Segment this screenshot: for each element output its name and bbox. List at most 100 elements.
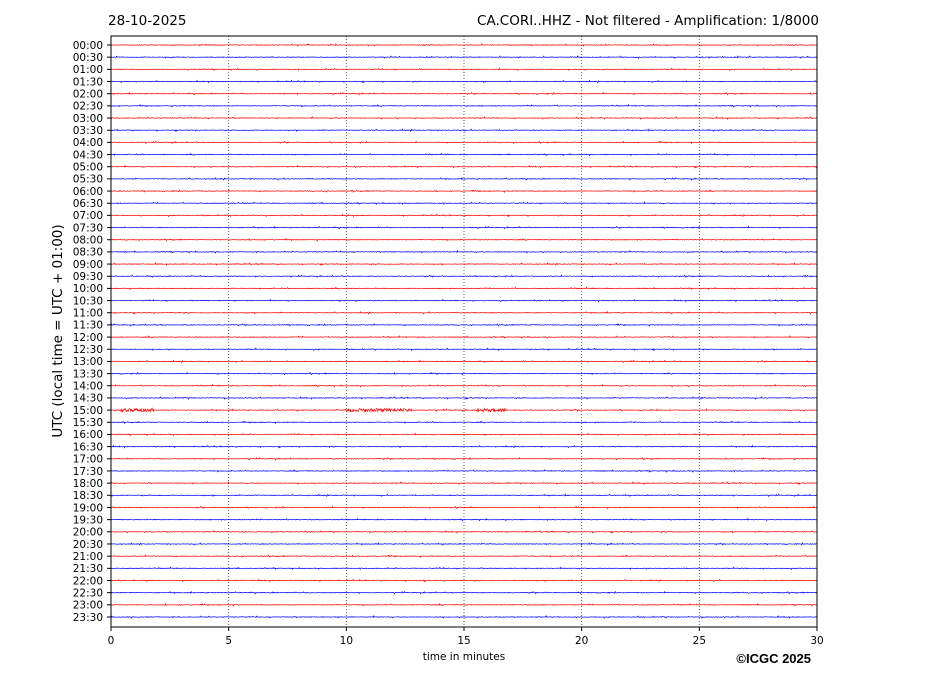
trace-0600 xyxy=(110,189,818,193)
trace-1200 xyxy=(110,335,818,339)
trace-1400 xyxy=(110,383,818,388)
x-tick-label: 5 xyxy=(225,635,232,647)
y-tick-label: 05:30 xyxy=(73,174,103,186)
x-tick-label: 10 xyxy=(340,635,353,647)
y-tick-label: 13:00 xyxy=(73,356,103,368)
y-tick-label: 00:00 xyxy=(73,40,103,52)
y-tick-label: 15:30 xyxy=(73,417,103,429)
trace-1900 xyxy=(110,505,818,510)
trace-1130 xyxy=(110,322,818,327)
y-tick-label: 02:00 xyxy=(73,88,103,100)
trace-2000 xyxy=(110,529,818,534)
y-tick-label: 10:00 xyxy=(73,283,103,295)
y-tick-label: 20:30 xyxy=(73,539,103,551)
x-axis: 0 5 10 15 20 25 30 xyxy=(108,627,824,647)
trace-1700 xyxy=(110,456,818,461)
y-tick-label: 07:30 xyxy=(73,222,103,234)
plot-frame xyxy=(110,35,818,628)
trace-0500 xyxy=(110,164,818,169)
trace-2130 xyxy=(110,566,818,571)
y-tick-label: 16:30 xyxy=(73,441,103,453)
y-tick-label: 16:00 xyxy=(73,429,103,441)
trace-0730 xyxy=(110,225,818,230)
trace-0130 xyxy=(110,79,818,84)
trace-0930 xyxy=(110,274,818,279)
trace-0000 xyxy=(110,43,818,47)
y-axis-label: UTC (local time = UTC + 01:00) xyxy=(50,224,66,437)
trace-1330 xyxy=(110,371,818,376)
trace-0530 xyxy=(110,176,818,181)
trace-0100 xyxy=(110,67,818,72)
traces xyxy=(110,43,818,619)
y-tick-label: 09:00 xyxy=(73,259,103,271)
y-tick-label: 07:00 xyxy=(73,210,103,222)
trace-1500 xyxy=(110,407,818,413)
trace-0430 xyxy=(110,152,818,157)
trace-2030 xyxy=(110,542,818,546)
trace-1030 xyxy=(110,298,818,303)
y-tick-label: 18:30 xyxy=(73,490,103,502)
y-tick-label: 14:30 xyxy=(73,393,103,405)
y-tick-label: 12:00 xyxy=(73,332,103,344)
y-tick-label: 08:30 xyxy=(73,247,103,259)
y-tick-label: 15:00 xyxy=(73,405,103,417)
trace-2330 xyxy=(110,615,818,619)
y-tick-label: 14:00 xyxy=(73,381,103,393)
trace-1100 xyxy=(110,310,818,315)
y-tick-label: 23:00 xyxy=(73,600,103,612)
y-tick-label: 23:30 xyxy=(73,612,103,624)
y-tick-label: 17:00 xyxy=(73,454,103,466)
y-tick-label: 18:00 xyxy=(73,478,103,490)
y-tick-label: 11:00 xyxy=(73,308,103,320)
trace-0300 xyxy=(110,116,818,120)
chart-date: 28-10-2025 xyxy=(108,13,186,29)
trace-1600 xyxy=(110,432,818,437)
y-tick-label: 02:30 xyxy=(73,101,103,113)
trace-1930 xyxy=(110,517,818,522)
trace-0630 xyxy=(110,201,818,206)
y-tick-label: 05:00 xyxy=(73,162,103,174)
y-tick-label: 20:00 xyxy=(73,527,103,539)
x-tick-label: 30 xyxy=(810,635,823,647)
y-tick-label: 10:30 xyxy=(73,295,103,307)
trace-0800 xyxy=(110,237,818,242)
trace-1730 xyxy=(110,469,818,473)
trace-0900 xyxy=(110,262,818,267)
y-tick-label: 01:30 xyxy=(73,76,103,88)
trace-1300 xyxy=(110,359,818,364)
x-axis-label: time in minutes xyxy=(423,651,505,663)
y-tick-label: 04:30 xyxy=(73,149,103,161)
y-tick-label: 03:00 xyxy=(73,113,103,125)
y-tick-label: 06:30 xyxy=(73,198,103,210)
trace-0200 xyxy=(110,91,818,96)
y-tick-label: 12:30 xyxy=(73,344,103,356)
y-tick-label: 00:30 xyxy=(73,52,103,64)
y-tick-label: 19:00 xyxy=(73,502,103,514)
trace-1000 xyxy=(110,286,818,291)
trace-1530 xyxy=(110,420,818,425)
trace-0400 xyxy=(110,140,818,145)
trace-0030 xyxy=(110,55,818,60)
x-tick-label: 0 xyxy=(108,635,115,647)
x-tick-label: 25 xyxy=(693,635,706,647)
chart-title: CA.CORI..HHZ - Not filtered - Amplificat… xyxy=(477,13,819,29)
trace-0330 xyxy=(110,128,818,133)
trace-1230 xyxy=(110,347,818,352)
y-tick-label: 09:30 xyxy=(73,271,103,283)
x-tick-label: 15 xyxy=(457,635,470,647)
trace-2230 xyxy=(110,590,818,595)
y-tick-label: 13:30 xyxy=(73,368,103,380)
y-tick-label: 08:00 xyxy=(73,235,103,247)
y-tick-label: 17:30 xyxy=(73,466,103,478)
trace-2200 xyxy=(110,578,818,583)
y-axis: 00:0000:3001:0001:3002:0002:3003:0003:30… xyxy=(73,40,111,624)
y-tick-label: 06:00 xyxy=(73,186,103,198)
y-tick-label: 04:00 xyxy=(73,137,103,149)
trace-0700 xyxy=(110,213,818,218)
y-tick-label: 21:00 xyxy=(73,551,103,563)
trace-0230 xyxy=(110,103,818,108)
grid-lines xyxy=(228,36,700,627)
trace-1830 xyxy=(110,493,818,498)
y-tick-label: 01:00 xyxy=(73,64,103,76)
